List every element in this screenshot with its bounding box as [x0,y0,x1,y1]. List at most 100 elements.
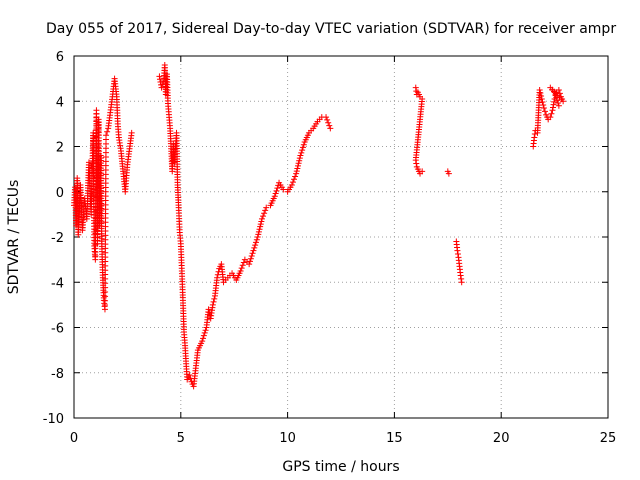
data-point [458,275,465,282]
data-point [540,105,547,112]
data-point [326,122,333,129]
data-point [553,94,560,101]
data-point [200,335,207,342]
data-point [537,89,544,96]
data-point [296,157,303,164]
data-point [255,231,262,238]
data-point [454,247,461,254]
data-point [549,107,556,114]
data-point [296,155,303,162]
data-point [536,86,543,93]
data-point [555,102,562,109]
data-point [214,274,221,281]
data-point [200,332,207,339]
data-point [257,221,264,228]
data-point [413,160,420,167]
data-point [323,114,330,121]
data-point [419,168,426,175]
data-point [299,144,306,151]
data-point [252,242,259,249]
y-axis-label: SDTVAR / TECUs [6,180,22,295]
data-point [547,114,554,121]
data-point [550,101,557,108]
data-point [202,327,209,334]
y-tick-label: 2 [56,141,64,156]
data-point [552,91,559,98]
data-point [293,168,300,175]
data-point [251,244,258,251]
data-point [541,108,548,115]
y-tick-label: -2 [51,231,64,246]
data-point [548,110,555,117]
data-point [324,116,331,123]
data-point [327,125,334,132]
x-tick-labels: 0 5 10 15 20 25 [70,431,616,446]
data-point [254,234,261,240]
y-tick-label: -8 [51,367,64,382]
data-point [294,165,301,172]
data-point [260,213,267,220]
data-point [289,179,296,186]
data-point [454,250,461,257]
data-point [299,147,306,154]
data-point [239,262,246,269]
data-point [555,86,562,93]
data-point [250,247,257,254]
x-tick-label: 15 [386,431,403,446]
data-point [156,76,163,83]
data-point [457,272,464,279]
data-point [274,185,281,192]
y-tick-label: -10 [43,412,64,427]
data-point [156,73,163,80]
data-point [201,329,208,336]
data-point [211,295,218,302]
data-point [531,131,538,138]
data-point [325,119,332,126]
data-point [549,104,556,111]
data-point [300,141,307,148]
y-tick-label: -6 [51,322,64,337]
data-point [103,132,110,139]
data-point [551,89,558,96]
data-point [199,338,206,345]
data-point [271,193,278,200]
data-point [412,157,419,164]
data-point [237,267,244,274]
data-point [205,306,212,313]
data-point [209,301,216,308]
data-point [280,186,287,193]
y-tick-label: -4 [51,276,64,291]
x-tick-label: 0 [70,431,78,446]
data-point [555,100,562,107]
data-point [293,170,300,177]
data-point [292,173,299,180]
data-point [255,228,262,235]
data-point [252,239,259,246]
data-points [71,62,567,390]
data-point [272,190,279,197]
data-point [554,97,561,104]
grid-lines [74,56,608,418]
data-point [247,258,254,265]
data-point [158,84,165,91]
data-point [128,129,135,136]
data-point [246,261,253,268]
data-point [531,134,538,141]
data-point [538,92,545,99]
data-point [297,152,304,159]
x-tick-label: 5 [177,431,185,446]
data-point [238,265,245,272]
y-tick-labels: -10 -8 -6 -4 -2 0 2 4 6 [43,50,64,427]
data-point [273,187,280,194]
data-point [253,236,260,243]
x-axis-label: GPS time / hours [282,459,399,475]
data-point [458,279,465,286]
data-point [412,84,419,91]
data-point [539,99,546,106]
data-point [210,298,217,305]
data-point [288,181,295,188]
x-tick-label: 10 [279,431,296,446]
data-point [294,162,301,169]
data-point [258,215,265,222]
